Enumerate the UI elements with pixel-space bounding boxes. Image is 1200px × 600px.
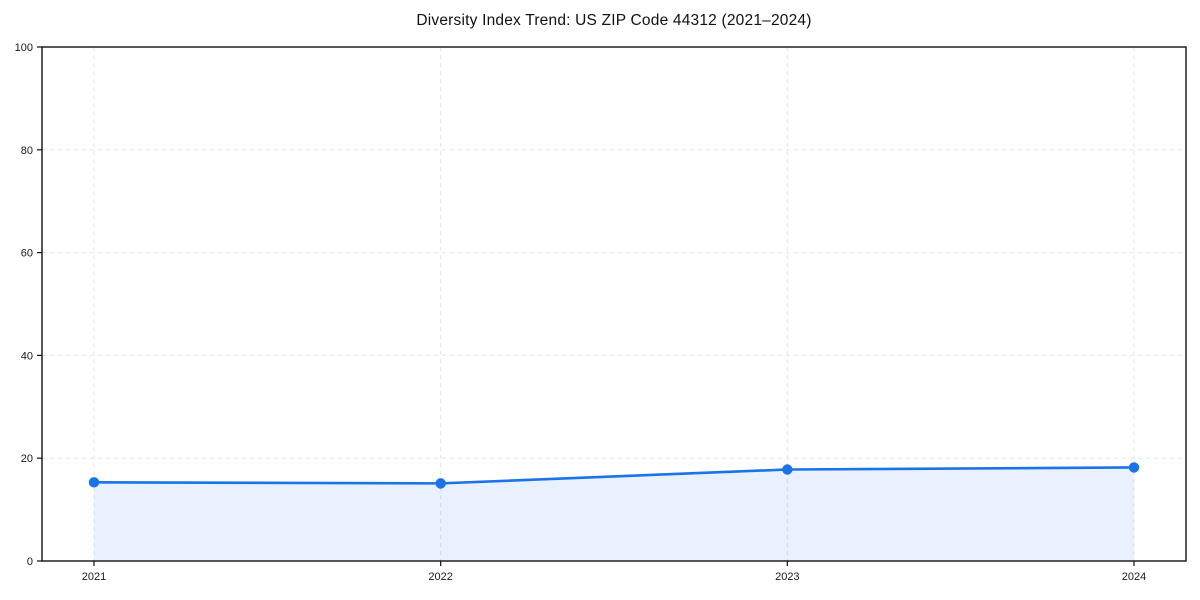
y-tick-label: 20 <box>21 453 33 465</box>
chart-title: Diversity Index Trend: US ZIP Code 44312… <box>416 12 812 29</box>
y-tick-label: 80 <box>21 145 33 157</box>
y-tick-label: 0 <box>27 556 33 568</box>
data-point-2024 <box>1128 462 1140 473</box>
area-fill <box>94 467 1134 561</box>
data-point-2021 <box>88 477 100 488</box>
data-point-2022 <box>435 478 446 489</box>
x-tick-label: 2023 <box>775 571 799 583</box>
x-tick-label: 2024 <box>1122 571 1146 583</box>
y-tick-label: 40 <box>21 350 33 362</box>
data-point-2023 <box>782 464 793 475</box>
plot-border <box>41 46 1187 562</box>
y-tick-label: 100 <box>15 42 33 54</box>
data-line <box>92 466 1136 485</box>
y-tick-label: 60 <box>21 248 33 260</box>
x-tick-label: 2022 <box>428 571 452 583</box>
x-tick-label: 2021 <box>82 571 106 583</box>
